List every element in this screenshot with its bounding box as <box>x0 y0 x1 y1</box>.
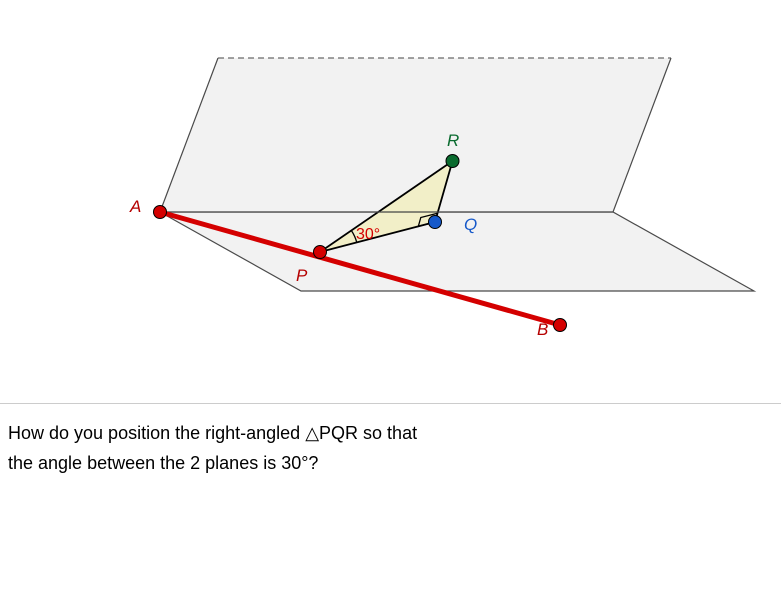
question-suffix: so that <box>358 423 417 443</box>
question-prefix: How do you position the right-angled <box>8 423 305 443</box>
diagram-svg <box>0 0 781 403</box>
diagram-canvas: A B P Q R 30° <box>0 0 781 403</box>
question-area: How do you position the right-angled △PQ… <box>0 404 781 478</box>
question-line-2: the angle between the 2 planes is 30°? <box>8 448 773 478</box>
triangle-symbol: △ <box>305 423 319 443</box>
question-line-1: How do you position the right-angled △PQ… <box>8 418 773 448</box>
triangle-name: PQR <box>319 423 358 443</box>
